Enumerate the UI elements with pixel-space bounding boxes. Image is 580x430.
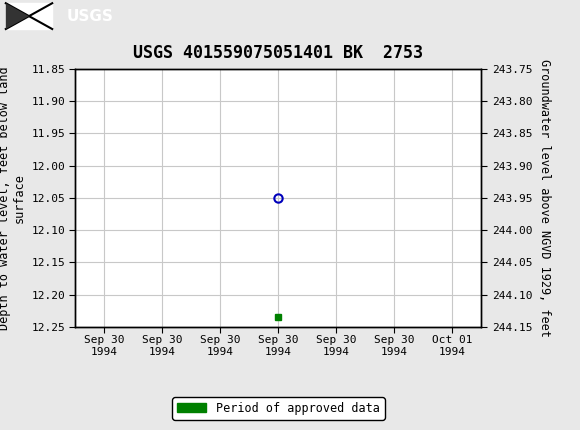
Y-axis label: Depth to water level, feet below land
surface: Depth to water level, feet below land su… [0,66,26,330]
Bar [6,3,52,29]
Y-axis label: Groundwater level above NGVD 1929, feet: Groundwater level above NGVD 1929, feet [538,59,551,337]
Polygon shape [6,3,29,29]
Title: USGS 401559075051401 BK  2753: USGS 401559075051401 BK 2753 [133,44,423,61]
Text: USGS: USGS [67,9,114,24]
Legend: Period of approved data: Period of approved data [172,397,385,420]
